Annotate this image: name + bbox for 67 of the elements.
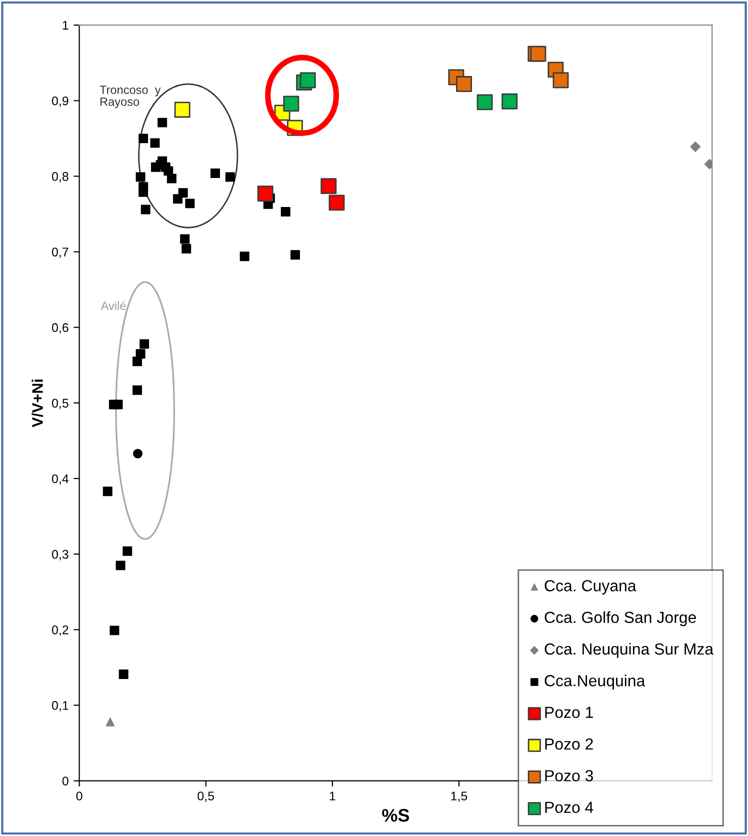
point [118,670,128,680]
point [240,252,250,262]
point [132,385,142,395]
x-tick-label: 1,5 [451,792,468,802]
point [690,141,701,152]
point [328,194,345,211]
point [182,244,192,254]
point [173,194,182,204]
y-tick-label: 0,2 [52,625,68,636]
point [138,187,148,197]
point [138,134,148,144]
point [476,94,493,110]
y-tick-label: 0,1 [52,701,68,712]
legend-label: Pozo 1 [545,706,593,718]
point [102,486,112,496]
point [290,250,300,260]
y-tick-label: 0,4 [52,474,69,485]
legend-label: Cca. Cuyana [544,580,636,595]
legend-label: Pozo 3 [545,770,593,782]
legend-label: Cca.Neuquina [544,674,646,690]
point [150,162,160,172]
y-tick-label: 0,3 [52,550,68,560]
point [110,626,120,636]
legend-label: Cca. Golfo San Jorge [544,611,696,626]
point [150,138,160,148]
point [280,207,290,216]
point [122,546,132,556]
y-tick-label: 0,5 [52,398,68,410]
point [180,234,190,244]
annotation: Avilé [100,301,126,310]
point [210,168,220,178]
point [166,174,176,184]
point [225,172,235,182]
legend-label: Pozo 4 [545,802,594,813]
y-tick-label: 0 [62,776,68,786]
x-tick-label: 1 [330,792,336,800]
point [300,72,316,88]
point [704,158,712,170]
y-tick-label: 0,9 [52,96,68,107]
point [174,102,190,118]
point [116,560,126,570]
point [132,356,142,366]
point [106,717,115,726]
y-axis-title: V/V+Ni [32,380,44,428]
point [257,186,274,202]
point [502,93,518,110]
point [113,400,123,410]
y-tick-label: 1 [62,21,68,30]
point [185,198,195,208]
y-tick-label: 0,6 [52,323,68,334]
point [136,172,146,182]
point [133,448,142,458]
y-tick-label: 0,8 [52,172,68,182]
y-tick-label: 0,7 [52,248,68,258]
point [158,118,168,128]
point [140,204,150,214]
x-axis-title: %S [382,808,410,822]
point [456,76,472,92]
point [552,72,569,88]
legend-label: Cca. Neuquina Sur Mza [544,642,714,658]
point [140,339,150,349]
point [320,178,337,194]
legend-label: Pozo 2 [545,738,593,750]
x-tick-label: 0 [76,792,82,800]
annotation: Troncoso y Rayoso [100,86,161,108]
x-tick-label: 0,5 [198,792,214,802]
point [283,96,300,112]
